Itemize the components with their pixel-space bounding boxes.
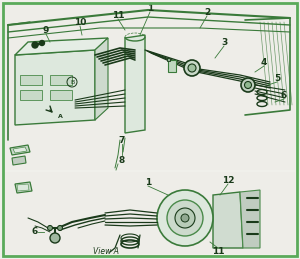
Text: View A: View A xyxy=(93,248,119,256)
Circle shape xyxy=(58,226,62,231)
Circle shape xyxy=(241,78,255,92)
Text: 11: 11 xyxy=(212,248,224,256)
Text: 6: 6 xyxy=(281,90,287,99)
Polygon shape xyxy=(13,147,27,153)
Polygon shape xyxy=(125,35,145,133)
Text: 4: 4 xyxy=(261,57,267,67)
Text: 6: 6 xyxy=(32,227,38,236)
Circle shape xyxy=(32,42,38,48)
Polygon shape xyxy=(5,172,295,254)
Text: 7: 7 xyxy=(119,135,125,145)
Bar xyxy=(20,90,42,100)
Text: 11: 11 xyxy=(112,11,124,19)
Circle shape xyxy=(181,214,189,222)
Bar xyxy=(168,60,176,72)
Bar xyxy=(50,75,72,85)
Text: 1: 1 xyxy=(145,177,151,186)
Text: 2: 2 xyxy=(204,8,210,17)
Polygon shape xyxy=(15,38,108,55)
Circle shape xyxy=(188,64,196,72)
Polygon shape xyxy=(15,182,32,193)
Circle shape xyxy=(157,190,213,246)
Circle shape xyxy=(184,60,200,76)
Polygon shape xyxy=(10,145,30,155)
Circle shape xyxy=(40,40,44,46)
Circle shape xyxy=(175,208,195,228)
Text: 8: 8 xyxy=(119,155,125,164)
Text: 9: 9 xyxy=(43,25,49,34)
Polygon shape xyxy=(15,50,95,125)
Text: A: A xyxy=(58,114,63,119)
Circle shape xyxy=(50,233,60,243)
Text: 5: 5 xyxy=(274,74,280,83)
Bar xyxy=(167,58,170,61)
Text: 10: 10 xyxy=(74,18,86,26)
Text: 12: 12 xyxy=(222,176,234,184)
Bar xyxy=(20,75,42,85)
Circle shape xyxy=(47,226,52,231)
Circle shape xyxy=(244,82,251,89)
Polygon shape xyxy=(5,5,295,170)
Polygon shape xyxy=(240,190,260,248)
Polygon shape xyxy=(213,192,243,248)
Polygon shape xyxy=(95,38,108,120)
Text: 1: 1 xyxy=(147,4,153,12)
Text: B: B xyxy=(70,80,74,84)
Text: 3: 3 xyxy=(221,38,227,47)
Polygon shape xyxy=(12,156,26,165)
Polygon shape xyxy=(17,184,29,191)
Bar xyxy=(50,90,72,100)
Circle shape xyxy=(167,200,203,236)
